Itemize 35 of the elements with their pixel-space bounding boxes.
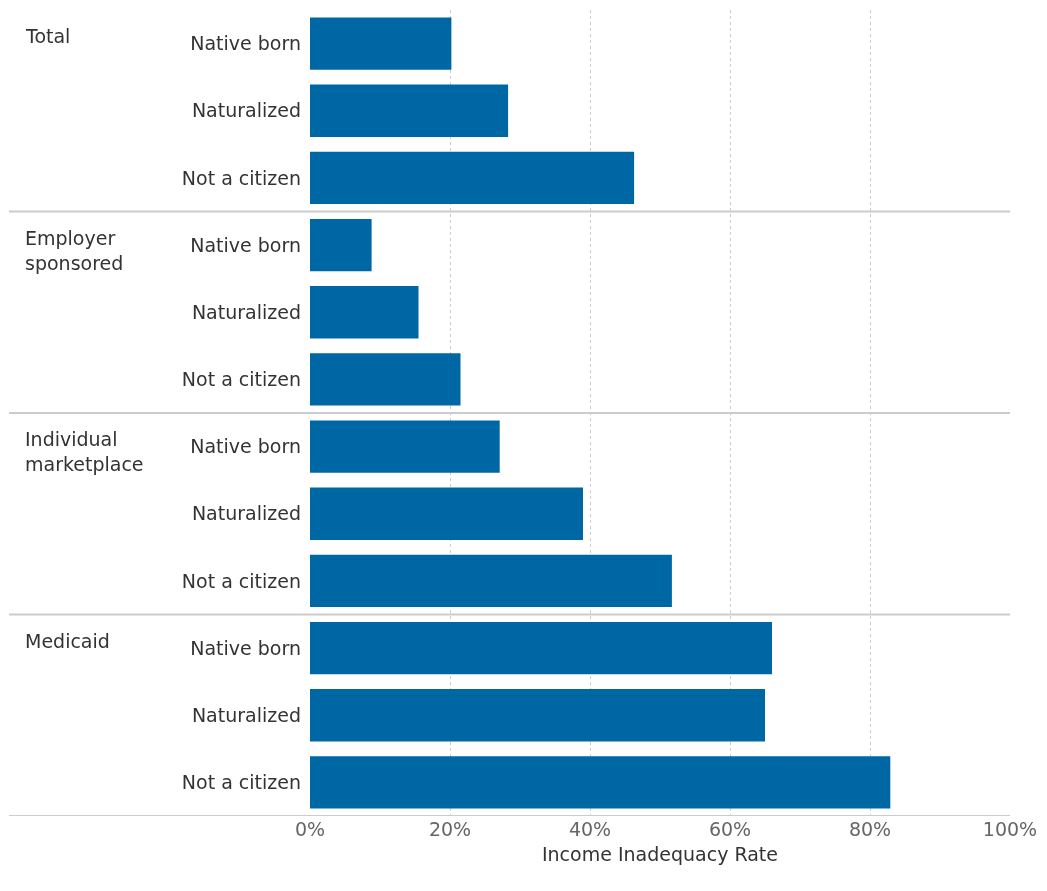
- y-tick-label: Native born: [190, 233, 301, 256]
- text: Employer sponsored: [25, 227, 124, 274]
- bar: [310, 218, 372, 272]
- bar: [310, 689, 765, 742]
- y-tick-label: Not a citizen: [181, 569, 301, 592]
- x-tick-label: 60%: [708, 818, 752, 840]
- x-tick-label: 80%: [848, 818, 892, 840]
- bar: [310, 353, 461, 406]
- bar: [310, 17, 452, 70]
- y-tick-label: Not a citizen: [181, 166, 301, 189]
- y-tick-label: Naturalized: [191, 502, 301, 525]
- bar: [310, 756, 891, 809]
- y-tick-label: Naturalized: [191, 703, 301, 726]
- bar: [310, 84, 509, 137]
- x-tick-label: 0%: [294, 818, 326, 840]
- bar: [310, 487, 583, 540]
- y-tick-label: Native born: [190, 435, 301, 458]
- y-tick-label: Not a citizen: [181, 368, 301, 391]
- y-tick-label: Naturalized: [191, 300, 301, 323]
- text: Medicaid: [25, 630, 110, 652]
- x-tick-label: 20%: [428, 818, 472, 840]
- y-tick-label: Naturalized: [191, 99, 301, 122]
- text: Individual marketplace: [25, 428, 144, 475]
- bar: [310, 621, 772, 675]
- x-axis-title: Income Inadequacy Rate: [541, 842, 779, 865]
- x-tick-label: 100%: [982, 818, 1038, 840]
- bar: [310, 286, 419, 339]
- text: Total: [25, 25, 71, 47]
- y-tick-label: Native born: [190, 32, 301, 55]
- bar: [310, 151, 635, 205]
- bar: [310, 420, 500, 473]
- x-tick-label: 40%: [568, 818, 612, 840]
- bar: [310, 554, 672, 608]
- y-tick-label: Native born: [190, 636, 301, 659]
- y-tick-label: Not a citizen: [181, 771, 301, 794]
